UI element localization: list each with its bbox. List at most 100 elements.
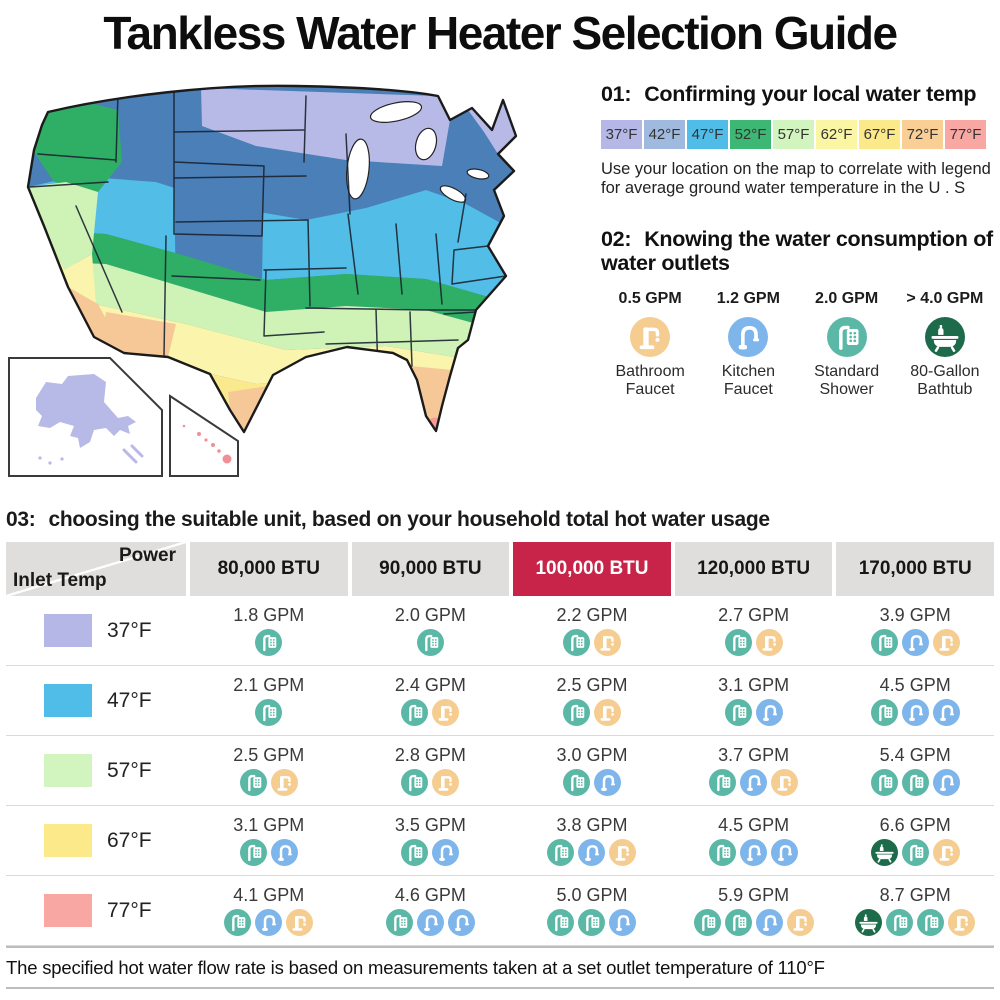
bathroom-faucet-icon	[948, 909, 976, 936]
temp-swatch	[44, 684, 92, 717]
fixture-icons	[190, 769, 348, 796]
gpm-value: 3.1 GPM	[718, 675, 790, 695]
column-header: 100,000 BTU	[513, 542, 671, 596]
fixture-icons	[190, 699, 348, 726]
shower-icon	[870, 769, 898, 796]
kitchen-faucet-icon	[728, 317, 769, 358]
gpm-value: 3.9 GPM	[879, 605, 951, 625]
alaska-inset	[8, 357, 163, 477]
fixture-icons	[836, 629, 994, 656]
section1-heading: 01: Confirming your local water temp	[601, 82, 977, 106]
outlet-name: 80-Gallon Bathtub	[910, 363, 980, 398]
outlet-icon-circle	[924, 317, 965, 358]
legend-swatch: 72°F	[902, 119, 943, 149]
flow-cell: 2.5 GPM	[190, 745, 348, 796]
bathroom-faucet-icon	[932, 629, 960, 656]
column-header: 80,000 BTU	[190, 542, 348, 596]
outlet-icon-circle	[728, 317, 769, 358]
section3-heading: 03: choosing the suitable unit, based on …	[6, 508, 770, 531]
fixture-icons	[675, 909, 833, 936]
shower-icon	[385, 909, 413, 936]
selection-table: Power Inlet Temp 80,000 BTU 90,000 BTU 100…	[6, 542, 994, 946]
inlet-temp-cell: 47°F	[6, 684, 186, 717]
legend-swatch: 77°F	[945, 119, 986, 149]
inlet-temp-cell: 67°F	[6, 824, 186, 857]
column-header: 120,000 BTU	[674, 542, 833, 596]
corner-cell: Power Inlet Temp	[6, 542, 186, 596]
flow-cell: 2.7 GPM	[675, 605, 833, 656]
outlet-icon-circle	[826, 317, 867, 358]
shower-icon	[239, 769, 267, 796]
bathroom-faucet-icon	[609, 839, 637, 866]
flow-cell: 3.1 GPM	[190, 815, 348, 866]
corner-power-label: Power	[118, 545, 176, 566]
bathroom-faucet-icon	[786, 909, 814, 936]
shower-icon	[547, 839, 575, 866]
flow-cell: 2.1 GPM	[190, 675, 348, 726]
flow-cell: 8.7 GPM	[836, 885, 994, 936]
shower-icon	[578, 909, 606, 936]
shower-icon	[826, 317, 867, 358]
gpm-value: 5.9 GPM	[718, 885, 790, 905]
page-title: Tankless Water Heater Selection Guide	[103, 7, 898, 59]
gpm-value: 5.4 GPM	[879, 745, 951, 765]
flow-cell: 3.5 GPM	[352, 815, 510, 866]
gpm-value: 2.5 GPM	[556, 675, 628, 695]
section1-number: 01:	[601, 82, 632, 106]
fixture-icons	[352, 629, 510, 656]
legend-swatch: 47°F	[687, 119, 728, 149]
gpm-value: 3.0 GPM	[556, 745, 628, 765]
flow-cell: 3.8 GPM	[513, 815, 671, 866]
kitchen-faucet-icon	[932, 769, 960, 796]
bathroom-faucet-icon	[432, 769, 460, 796]
kitchen-faucet-icon	[740, 769, 768, 796]
fixture-icons	[675, 769, 833, 796]
flow-cell: 4.6 GPM	[352, 885, 510, 936]
hawaii-inset	[169, 394, 239, 477]
outlet-name: Bathroom Faucet	[615, 363, 685, 398]
gpm-value: 2.2 GPM	[556, 605, 628, 625]
gpm-value: 3.5 GPM	[394, 815, 466, 835]
gpm-value: 2.0 GPM	[394, 605, 466, 625]
kitchen-faucet-icon	[755, 699, 783, 726]
outlets: 0.5 GPM Bathroom Faucet 1.2 GPM Kitchen Fau…	[601, 290, 994, 399]
flow-cell: 5.4 GPM	[836, 745, 994, 796]
fixture-icons	[190, 909, 348, 936]
table-row: 37°F 1.8 GPM 2.0 GPM 2.2 GPM 2.7 GPM 3.9 GPM	[6, 596, 994, 666]
shower-icon	[917, 909, 945, 936]
bathtub-icon	[870, 839, 898, 866]
fixture-icons	[836, 769, 994, 796]
bathroom-faucet-icon	[630, 317, 671, 358]
legend-swatch: 62°F	[816, 119, 857, 149]
gpm-value: 4.6 GPM	[394, 885, 466, 905]
section1-description: Use your location on the map to correlat…	[601, 159, 991, 198]
us-water-temp-map	[6, 74, 591, 494]
legend-swatch: 42°F	[644, 119, 685, 149]
kitchen-faucet-icon	[432, 839, 460, 866]
outlet-name: Kitchen Faucet	[721, 363, 776, 398]
outlet-shower: 2.0 GPM Standard Shower	[798, 290, 896, 399]
shower-icon	[401, 769, 429, 796]
temp-swatch	[44, 614, 92, 647]
gpm-value: 5.0 GPM	[556, 885, 628, 905]
bathroom-faucet-icon	[432, 699, 460, 726]
flow-cell: 5.0 GPM	[513, 885, 671, 936]
legend-swatch: 57°F	[773, 119, 814, 149]
flow-cell: 3.0 GPM	[513, 745, 671, 796]
kitchen-faucet-icon	[578, 839, 606, 866]
right-column: 01: Confirming your local water temp 37°F…	[591, 70, 994, 494]
section3-number: 03:	[6, 508, 36, 531]
gpm-value: 3.1 GPM	[233, 815, 305, 835]
flow-cell: 2.2 GPM	[513, 605, 671, 656]
outlet-gpm: 2.0 GPM	[815, 290, 879, 308]
gpm-value: 4.5 GPM	[718, 815, 790, 835]
section2-number: 02:	[601, 226, 632, 251]
kitchen-faucet-icon	[901, 699, 929, 726]
flow-cell: 3.7 GPM	[675, 745, 833, 796]
legend-swatch: 67°F	[859, 119, 900, 149]
flow-cell: 5.9 GPM	[675, 885, 833, 936]
gpm-value: 2.7 GPM	[718, 605, 790, 625]
flow-cell: 2.0 GPM	[352, 605, 510, 656]
section2-heading: 02: Knowing the water consumption of wate…	[601, 226, 993, 276]
